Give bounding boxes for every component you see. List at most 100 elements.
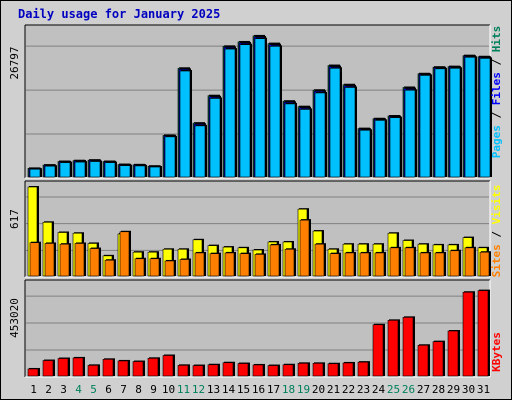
- bar-kbytes-day-14: [222, 362, 234, 377]
- day-label-6: 6: [105, 383, 112, 396]
- bar-kbytes-day-3: [57, 358, 69, 377]
- bar-pages-day-6: [104, 162, 116, 178]
- day-label-30: 30: [462, 383, 475, 396]
- bar-pages-day-19: [299, 109, 311, 178]
- bar-sites-day-3: [59, 243, 70, 277]
- bar-kbytes-day-15: [237, 363, 249, 377]
- bar-sites-day-4: [74, 243, 85, 277]
- day-label-5: 5: [90, 383, 97, 396]
- bar-kbytes-day-13: [207, 364, 219, 377]
- bar-kbytes-day-29: [447, 330, 459, 377]
- bar-sites-day-24: [374, 252, 385, 277]
- bar-sites-day-5: [89, 248, 100, 277]
- bar-pages-day-18: [284, 103, 296, 178]
- bar-sites-day-11: [179, 259, 190, 277]
- bar-kbytes-day-21: [327, 363, 339, 377]
- bar-sites-day-1: [29, 242, 40, 277]
- bar-pages-day-16: [254, 38, 266, 178]
- legend-pages: Pages: [490, 125, 503, 158]
- day-label-26: 26: [402, 383, 415, 396]
- bar-sites-day-21: [329, 253, 340, 277]
- bar-kbytes-day-20: [312, 363, 324, 377]
- legend-hits-files-pages: Pages / Files / Hits: [490, 26, 503, 159]
- bar-sites-day-30: [464, 247, 475, 277]
- y-max-label: 26797: [8, 46, 21, 79]
- bar-kbytes-day-11: [177, 365, 189, 377]
- bar-sites-day-14: [224, 252, 235, 277]
- bar-sites-day-7: [119, 231, 130, 277]
- bar-sites-day-23: [359, 252, 370, 277]
- day-label-1: 1: [30, 383, 37, 396]
- bar-pages-day-3: [59, 162, 71, 178]
- bar-pages-day-31: [479, 58, 491, 178]
- bar-pages-day-7: [119, 165, 131, 178]
- day-label-28: 28: [432, 383, 445, 396]
- bar-pages-day-26: [404, 89, 416, 178]
- bar-kbytes-day-31: [477, 290, 489, 377]
- bar-pages-day-2: [44, 165, 56, 178]
- bar-pages-day-14: [224, 48, 236, 178]
- bar-sites-day-29: [449, 250, 460, 277]
- day-label-11: 11: [177, 383, 190, 396]
- bar-sites-day-19: [299, 219, 310, 277]
- bar-kbytes-day-8: [132, 361, 144, 377]
- bar-kbytes-day-4: [72, 357, 84, 377]
- bar-kbytes-day-23: [357, 361, 369, 377]
- day-label-16: 16: [252, 383, 265, 396]
- y-max-label: 453020: [8, 298, 21, 338]
- bar-pages-day-12: [194, 125, 206, 178]
- legend-visits: Visits: [490, 185, 503, 225]
- day-label-31: 31: [477, 383, 490, 396]
- bar-kbytes-day-28: [432, 341, 444, 377]
- bar-kbytes-day-6: [102, 359, 114, 377]
- bar-sites-day-22: [344, 252, 355, 277]
- day-label-24: 24: [372, 383, 386, 396]
- day-label-22: 22: [342, 383, 355, 396]
- day-label-8: 8: [135, 383, 142, 396]
- day-label-29: 29: [447, 383, 460, 396]
- day-label-13: 13: [207, 383, 220, 396]
- day-label-2: 2: [45, 383, 52, 396]
- day-label-7: 7: [120, 383, 127, 396]
- bar-sites-day-10: [164, 260, 175, 277]
- bar-pages-day-11: [179, 70, 191, 178]
- bar-kbytes-day-18: [282, 364, 294, 377]
- bar-sites-day-31: [479, 251, 490, 277]
- legend-files: Files: [490, 72, 503, 105]
- bar-kbytes-day-30: [462, 291, 474, 377]
- bar-pages-day-27: [419, 75, 431, 178]
- bar-pages-day-23: [359, 129, 371, 178]
- bar-sites-day-28: [434, 252, 445, 277]
- day-label-3: 3: [60, 383, 67, 396]
- bar-pages-day-9: [149, 166, 161, 178]
- bar-kbytes-day-27: [417, 344, 429, 377]
- bar-sites-day-2: [44, 243, 55, 277]
- bar-kbytes-day-9: [147, 358, 159, 377]
- legend-visits-sites: Sites / Visits: [490, 185, 503, 278]
- bar-sites-day-20: [314, 243, 325, 277]
- bar-pages-day-1: [29, 168, 41, 178]
- legend-sites: Sites: [490, 244, 503, 277]
- day-label-10: 10: [162, 383, 175, 396]
- bar-sites-day-26: [404, 247, 415, 277]
- day-label-18: 18: [282, 383, 295, 396]
- day-label-23: 23: [357, 383, 370, 396]
- bar-sites-day-25: [389, 247, 400, 277]
- bar-pages-day-5: [89, 161, 101, 178]
- bar-kbytes-day-19: [297, 363, 309, 377]
- day-label-27: 27: [417, 383, 430, 396]
- legend-kbytes: KBytes: [490, 332, 503, 372]
- bar-kbytes-day-7: [117, 360, 129, 377]
- legend-kbytes: KBytes: [490, 332, 503, 372]
- bar-pages-day-22: [344, 87, 356, 178]
- bar-pages-day-30: [464, 57, 476, 178]
- bar-kbytes-day-1: [27, 368, 39, 377]
- bar-kbytes-day-22: [342, 362, 354, 377]
- bar-sites-day-17: [269, 244, 280, 277]
- day-label-15: 15: [237, 383, 250, 396]
- y-max-label: 617: [8, 209, 21, 229]
- bar-sites-day-13: [209, 253, 220, 277]
- bar-kbytes-day-24: [372, 324, 384, 377]
- bar-kbytes-day-5: [87, 365, 99, 377]
- legend-separator: /: [490, 224, 503, 244]
